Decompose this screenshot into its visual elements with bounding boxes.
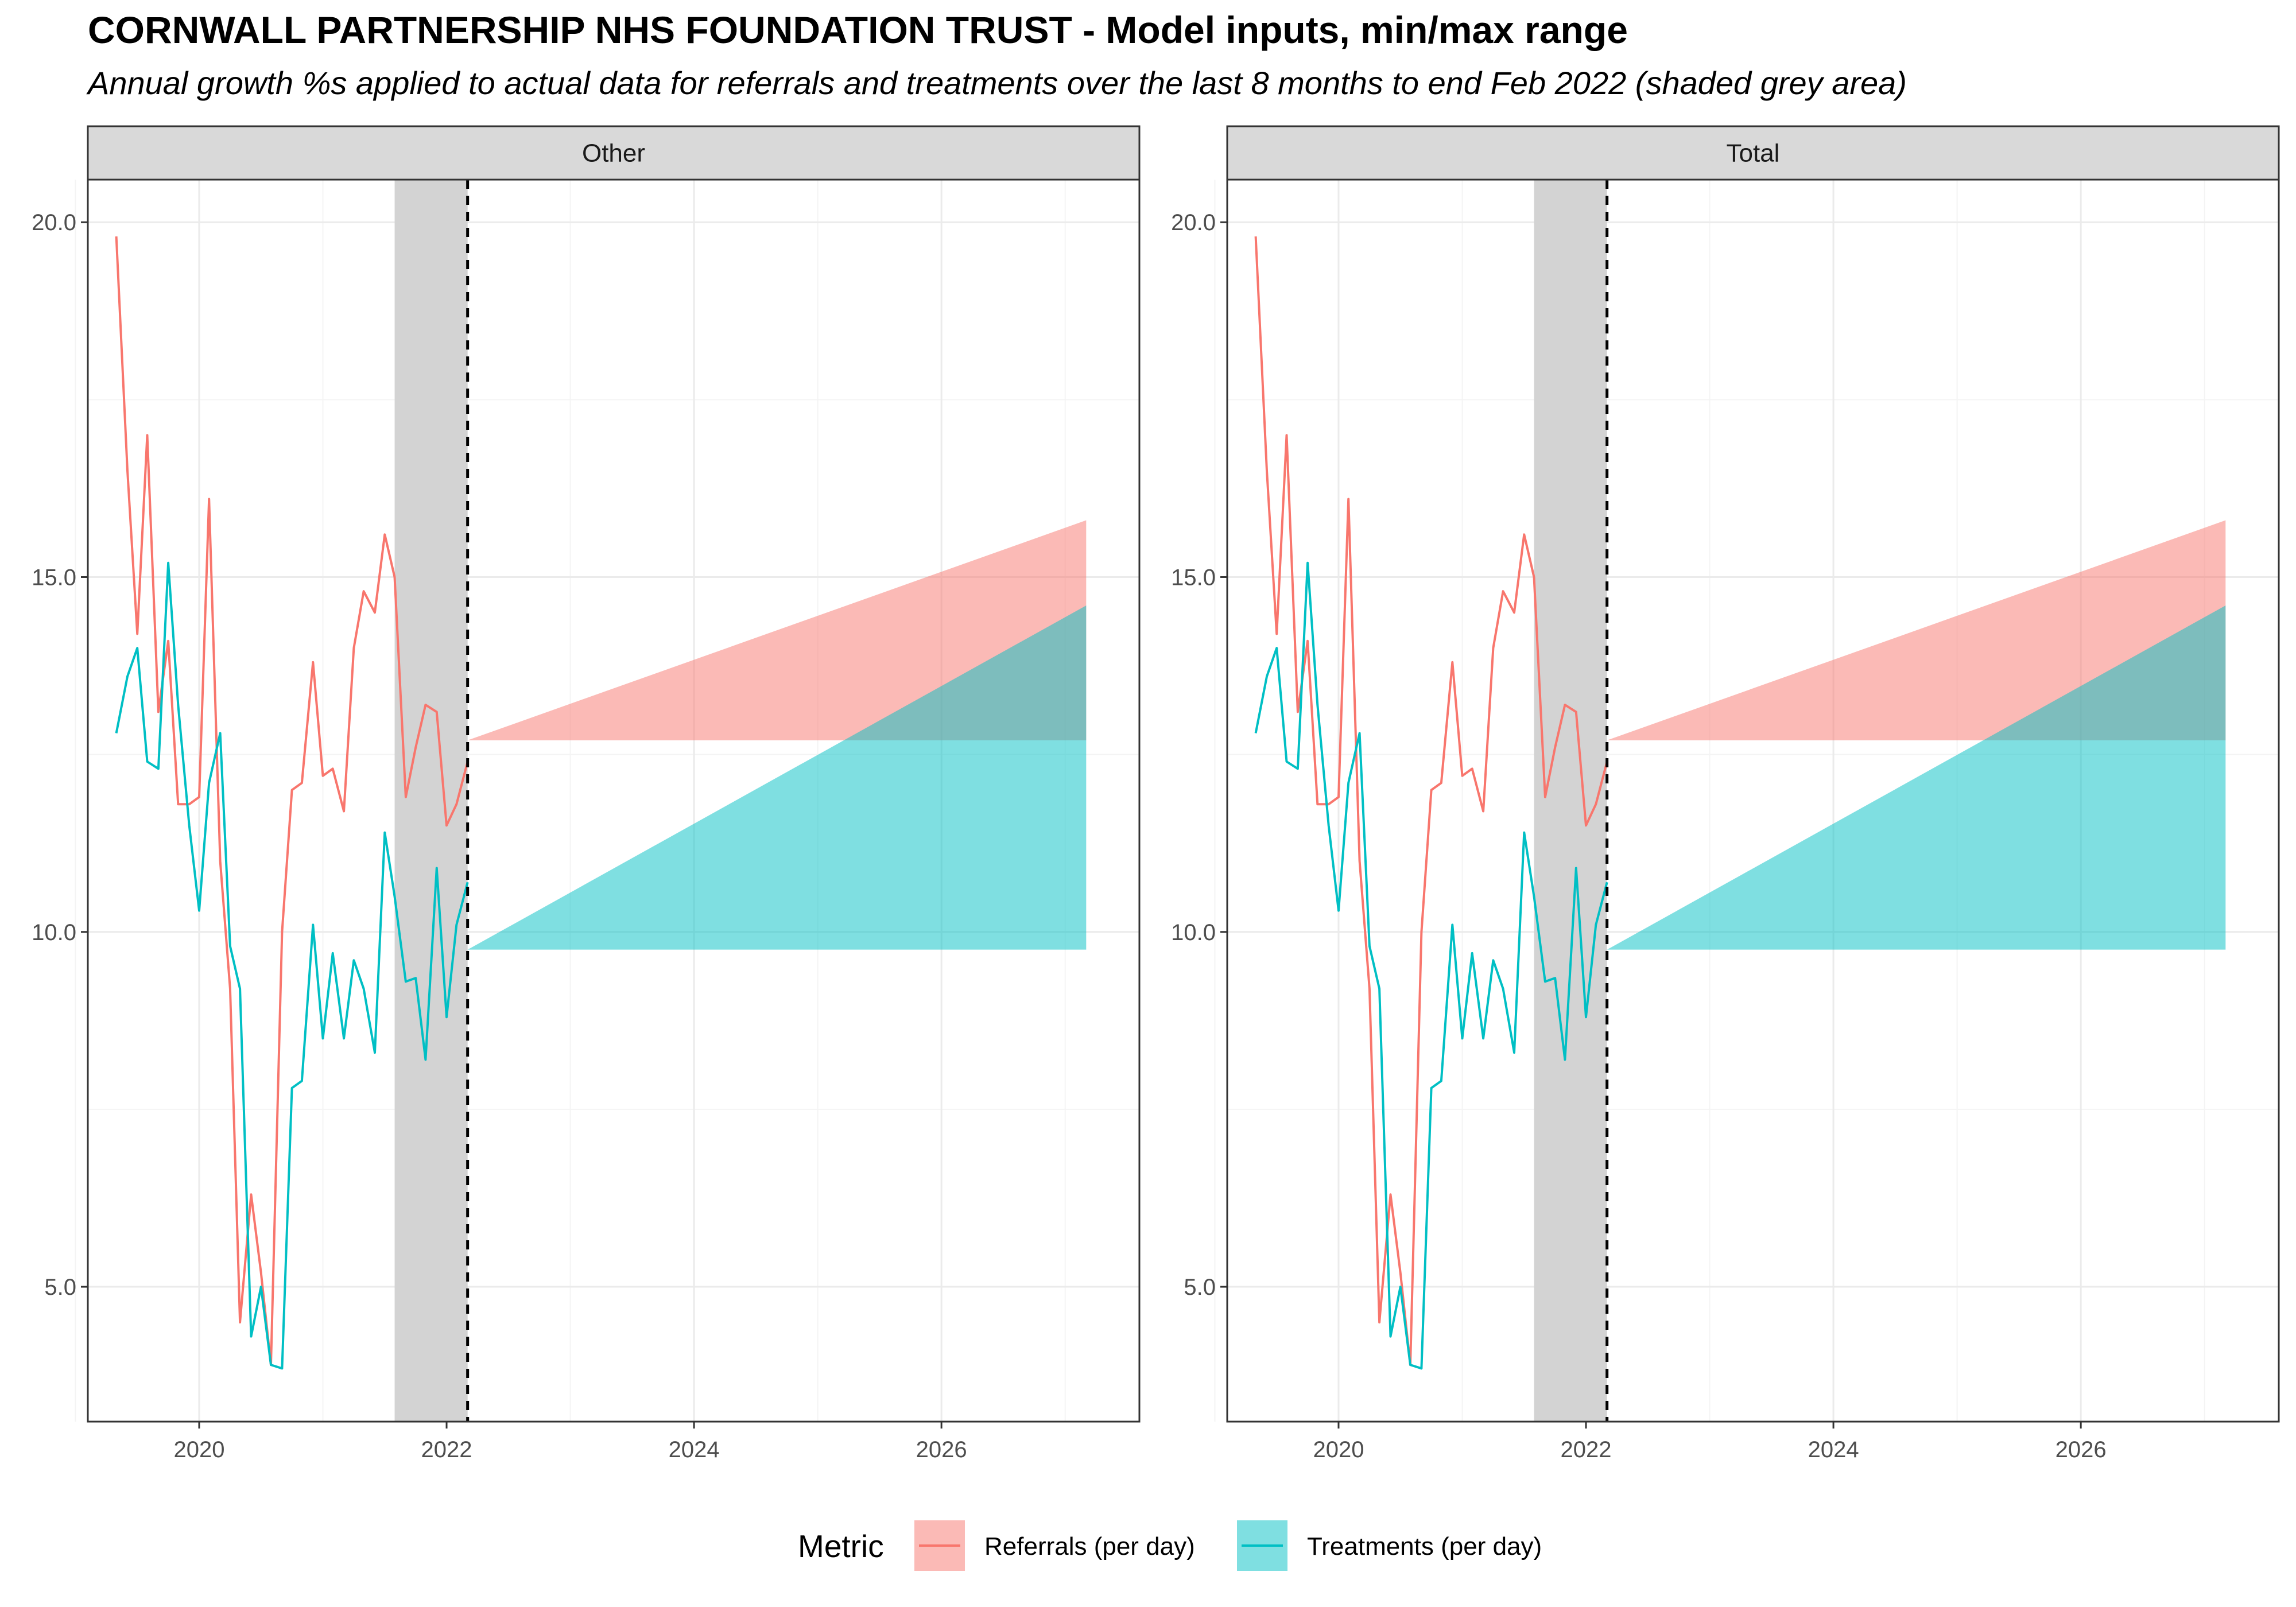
series-line-referrals: [115, 236, 469, 1367]
y-tick-label: 15.0: [1171, 565, 1216, 590]
series-line-treatments: [1254, 561, 1608, 1370]
y-tick-label: 20.0: [32, 210, 76, 235]
series-line-treatments: [115, 561, 469, 1370]
y-tick-label: 10.0: [1171, 920, 1216, 945]
facet-strip-label: Other: [582, 139, 645, 168]
legend: Metric Referrals (per day) Treatments (per…: [798, 1520, 1542, 1571]
y-tick-label: 20.0: [1171, 210, 1216, 235]
range-band-treatments: [1607, 605, 2226, 950]
chart-subtitle: Annual growth %s applied to actual data …: [88, 65, 1907, 101]
facet-strip-label: Total: [1727, 139, 1780, 168]
y-tick-label: 5.0: [44, 1275, 76, 1300]
range-band-referrals: [1607, 520, 2226, 740]
legend-label: Referrals (per day): [984, 1532, 1195, 1561]
y-tick-label: 15.0: [32, 565, 76, 590]
x-tick-label: 2026: [2055, 1437, 2107, 1462]
shaded-period: [394, 180, 468, 1422]
series-line-referrals: [1254, 236, 1608, 1367]
y-tick-label: 5.0: [1184, 1275, 1216, 1300]
x-tick-label: 2024: [1808, 1437, 1859, 1462]
range-band-treatments: [467, 605, 1087, 950]
x-tick-label: 2022: [421, 1437, 472, 1462]
x-tick-label: 2024: [669, 1437, 720, 1462]
legend-label: Treatments (per day): [1307, 1532, 1542, 1561]
x-tick-label: 2022: [1561, 1437, 1612, 1462]
panel-border: [87, 178, 1141, 1423]
facet-panel-total: Total 5.0 10.0 15.0 20.0 2020 2022 2024 2026: [1171, 125, 2280, 1462]
shaded-period: [1534, 180, 1607, 1422]
facet-panel-other: Other 5.0 10.0 15.0 20.0 2020 2022 2024 2026: [32, 125, 1141, 1462]
facet-strip: [1226, 125, 2280, 181]
range-band-referrals: [467, 520, 1087, 740]
x-tick-label: 2020: [1313, 1437, 1364, 1462]
legend-title: Metric: [798, 1528, 884, 1564]
legend-entry-referrals: Referrals (per day): [914, 1520, 1195, 1571]
chart-title: CORNWALL PARTNERSHIP NHS FOUNDATION TRUS…: [88, 9, 1628, 51]
x-tick-label: 2020: [173, 1437, 224, 1462]
legend-entry-treatments: Treatments (per day): [1237, 1520, 1542, 1571]
x-tick-label: 2026: [916, 1437, 967, 1462]
y-tick-label: 10.0: [32, 920, 76, 945]
panel-border: [1226, 178, 2280, 1423]
